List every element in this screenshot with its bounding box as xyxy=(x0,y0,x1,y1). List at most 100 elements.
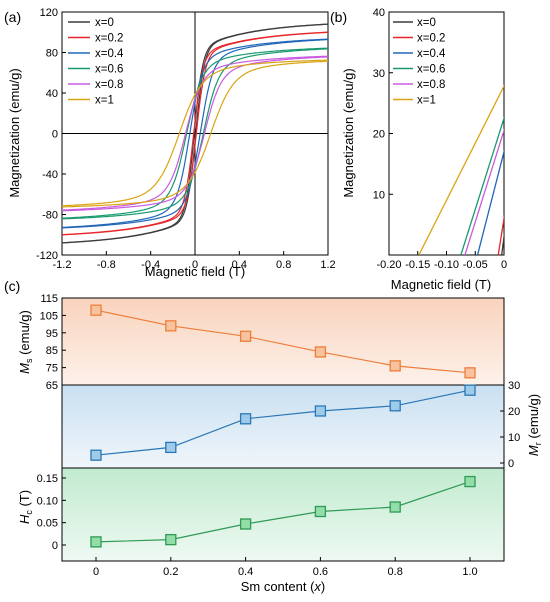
point-ms xyxy=(165,320,177,332)
panel-b-line-x=0.6 xyxy=(460,116,504,255)
panel-c-ytick-label: 0 xyxy=(508,458,514,470)
panel-c-xtick-label: 0.8 xyxy=(388,566,403,578)
point-ms xyxy=(90,304,102,316)
panel-a-label: (a) xyxy=(4,9,21,25)
panel-c-ytick-label: 95 xyxy=(46,328,58,340)
panel-c-ytick-label: 75 xyxy=(46,363,58,375)
panel-b-xtick-label: -0.15 xyxy=(405,259,430,271)
point-ms xyxy=(239,330,252,342)
loop-ascending-x=0.4 xyxy=(62,39,328,229)
point-hc xyxy=(389,501,401,513)
point-mr xyxy=(90,449,102,461)
legend-label-b: x=0.4 xyxy=(417,48,446,60)
legend-label-b: x=0 xyxy=(417,17,436,29)
panel-a-ytick-label: 0 xyxy=(52,129,58,141)
panel-a-xtick-label: -0.8 xyxy=(97,259,116,271)
panel-c-ytick-label: 85 xyxy=(46,345,58,357)
point-hc xyxy=(314,505,327,518)
panel-c-ytick-label: 0.15 xyxy=(37,473,58,485)
panel-c-ytick-label: 105 xyxy=(40,310,58,322)
panel-b-xlabel: Magnetic field (T) xyxy=(391,277,491,292)
panel-a-xtick-label: -1.2 xyxy=(53,259,72,271)
panel-c-ytick-label: 65 xyxy=(46,380,58,392)
loop-descending-x=0.8 xyxy=(62,55,328,211)
panel-a-xtick-label: 0.8 xyxy=(276,259,291,271)
panel-a-ylabel: Magnetization (emu/g) xyxy=(7,68,22,197)
legend-label-a: x=0.8 xyxy=(95,79,123,91)
panel-a-ytick-label: -80 xyxy=(42,210,58,222)
legend-label-a: x=0 xyxy=(95,17,114,29)
panel-b-xtick-label: 0 xyxy=(501,259,507,271)
panel-c-xlabel: Sm content (x) xyxy=(241,579,326,594)
panel-b-line-x=1 xyxy=(418,84,504,255)
series-line-ms xyxy=(95,309,471,374)
panel-a-xtick-label: -0.4 xyxy=(141,259,160,271)
panel-c-ytick-label: 0 xyxy=(52,540,58,552)
panel-a-ytick-label: 120 xyxy=(40,7,58,19)
panel-c-ytick-label: 30 xyxy=(508,380,520,392)
legend-label-b: x=0.8 xyxy=(417,79,445,91)
point-ms xyxy=(314,346,327,358)
panel-a: -1.2 -0.8 -0.4 0 0.4 0.8 1.2 -120 -80 -40 0 40 80 120… xyxy=(36,7,336,271)
panel-c-xtick-label: 1.0 xyxy=(462,566,477,578)
ms-axis-label: Ms (emu/g) xyxy=(17,310,34,374)
panel-b-ytick-label: 30 xyxy=(373,68,385,80)
panel-b-ytick-label: 10 xyxy=(373,189,385,201)
series-line-hc xyxy=(95,481,471,543)
legend-label-a: x=0.4 xyxy=(95,48,124,60)
series-line-mr xyxy=(95,389,471,456)
point-hc xyxy=(239,518,252,530)
panel-b-line-x=0.8 xyxy=(464,128,504,255)
loop-descending-x=1 xyxy=(62,59,328,207)
panel-c-ytick-label: 0.10 xyxy=(37,495,58,507)
loop-descending-x=0.4 xyxy=(62,38,328,228)
panel-b-line-x=0.2 xyxy=(497,214,504,255)
panel-a-curves xyxy=(62,23,328,244)
panel-c-ytick-label: 115 xyxy=(40,293,58,305)
point-ms xyxy=(389,360,401,372)
point-ms xyxy=(464,367,476,379)
panel-b-xtick-label: -0.10 xyxy=(434,259,459,271)
point-mr xyxy=(239,413,252,425)
loop-ascending-x=0.8 xyxy=(62,56,328,212)
legend-label-b: x=0.2 xyxy=(417,33,445,45)
panel-c-xtick-label: 0.6 xyxy=(313,566,328,578)
mr-axis-label: Mr (emu/g) xyxy=(526,394,543,456)
panel-b-curves xyxy=(418,84,504,255)
panel-b-line-x=0.4 xyxy=(476,149,504,255)
panel-a-ytick-label: -40 xyxy=(42,169,58,181)
hc-axis-label: Hc (T) xyxy=(17,490,34,524)
point-mr xyxy=(389,400,401,412)
legend-label-a: x=0.6 xyxy=(95,64,123,76)
panel-b-ytick-label: 40 xyxy=(373,7,385,19)
panel-b-label: (b) xyxy=(330,9,347,25)
panel-c: 65 75 85 95 105 115 0 10 20 30 0 0.05 0.10 0.15 0 0.2 0.… xyxy=(37,293,521,578)
panel-b-line-x=0 xyxy=(501,231,504,255)
panel-a-xtick-label: 1.2 xyxy=(320,259,335,271)
panel-b-ytick-label: 20 xyxy=(373,129,385,141)
panel-c-xtick-label: 0.2 xyxy=(163,566,178,578)
panel-c-xtick-label: 0.4 xyxy=(238,566,253,578)
panel-c-ytick-label: 0.05 xyxy=(37,518,58,530)
point-mr xyxy=(464,384,476,396)
loop-ascending-x=1 xyxy=(62,60,328,208)
point-hc xyxy=(90,536,102,548)
panel-b-xtick-label: -0.20 xyxy=(376,259,401,271)
band-hc xyxy=(62,468,504,561)
panel-c-frame xyxy=(61,297,505,562)
legend-label-b: x=0.6 xyxy=(417,64,445,76)
panel-a-xtick-label: 0 xyxy=(192,259,198,271)
legend-label-a: x=1 xyxy=(95,95,114,107)
panel-a-ytick-label: 40 xyxy=(46,88,58,100)
band-ms xyxy=(62,298,504,385)
point-hc xyxy=(464,475,476,488)
panel-c-ytick-label: 10 xyxy=(508,432,520,444)
panel-b: -0.20 -0.15 -0.10 -0.05 0 10 20 30 40 x=0 x=0.2 x=0… xyxy=(373,7,507,271)
panel-b-xtick-label: -0.05 xyxy=(463,259,488,271)
point-mr xyxy=(314,405,327,417)
loop-descending-x=0.2 xyxy=(62,31,328,236)
panel-b-ylabel: Magnetization (emu/g) xyxy=(341,68,356,197)
panel-c-label: (c) xyxy=(4,278,20,294)
panel-a-ytick-label: 80 xyxy=(46,48,58,60)
